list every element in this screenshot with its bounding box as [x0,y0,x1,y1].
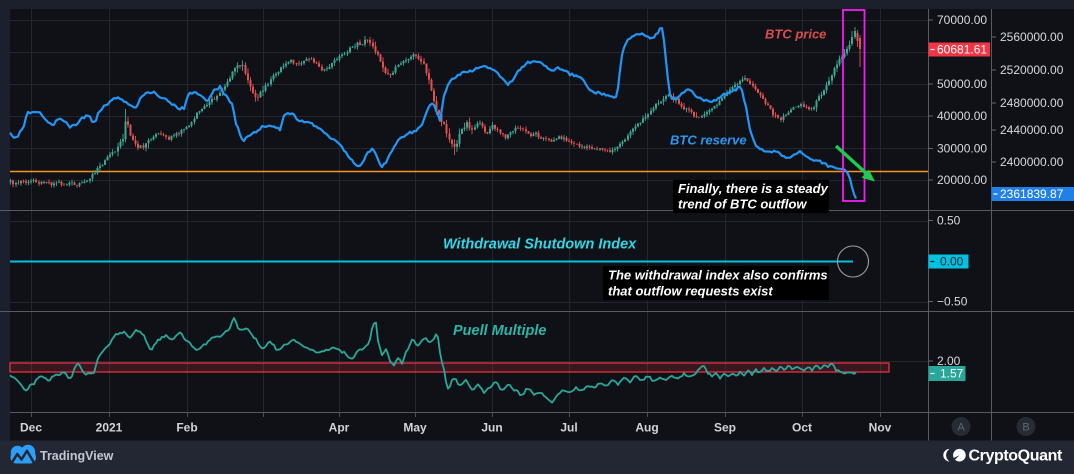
svg-text:CryptoQuant: CryptoQuant [969,448,1063,465]
svg-text:May: May [403,421,427,435]
svg-text:−0.50: −0.50 [937,295,968,309]
svg-text:Finally, there is a steady: Finally, there is a steady [678,181,829,196]
svg-text:Feb: Feb [176,421,197,435]
svg-text:50000.00: 50000.00 [937,77,987,91]
svg-text:TradingView: TradingView [40,449,114,463]
svg-text:BTC reserve: BTC reserve [670,133,747,148]
svg-text:A: A [957,422,965,434]
svg-text:Jun: Jun [481,421,502,435]
svg-text:that outflow requests exist: that outflow requests exist [608,284,773,299]
svg-text:Aug: Aug [635,421,658,435]
svg-text:BTC price: BTC price [765,27,826,42]
svg-text:2.00: 2.00 [937,354,961,368]
svg-text:2440000.00: 2440000.00 [1000,123,1064,137]
svg-text:70000.00: 70000.00 [937,13,987,27]
svg-text:2400000.00: 2400000.00 [1000,155,1064,169]
svg-text:Dec: Dec [20,421,42,435]
svg-text:2361839.87: 2361839.87 [1000,187,1064,201]
svg-text:Withdrawal Shutdown Index: Withdrawal Shutdown Index [443,237,637,253]
svg-text:0.50: 0.50 [937,214,961,228]
svg-text:2520000.00: 2520000.00 [1000,63,1064,77]
svg-text:B: B [1022,422,1029,434]
svg-text:Nov: Nov [869,421,892,435]
svg-text:60681.61: 60681.61 [937,43,987,57]
svg-text:Sep: Sep [714,421,736,435]
svg-text:2021: 2021 [96,421,123,435]
svg-text:The withdrawal index also conf: The withdrawal index also confirms [608,268,828,283]
svg-text:2560000.00: 2560000.00 [1000,30,1064,44]
svg-text:0.00: 0.00 [940,255,964,269]
svg-text:2480000.00: 2480000.00 [1000,96,1064,110]
svg-text:trend of BTC outflow: trend of BTC outflow [678,197,807,212]
svg-text:Puell Multiple: Puell Multiple [453,323,546,339]
svg-text:30000.00: 30000.00 [937,142,987,156]
svg-text:Apr: Apr [329,421,350,435]
svg-text:20000.00: 20000.00 [937,173,987,187]
svg-text:40000.00: 40000.00 [937,109,987,123]
svg-text:1.57: 1.57 [940,367,964,381]
svg-text:Jul: Jul [560,421,577,435]
svg-text:Oct: Oct [792,421,812,435]
